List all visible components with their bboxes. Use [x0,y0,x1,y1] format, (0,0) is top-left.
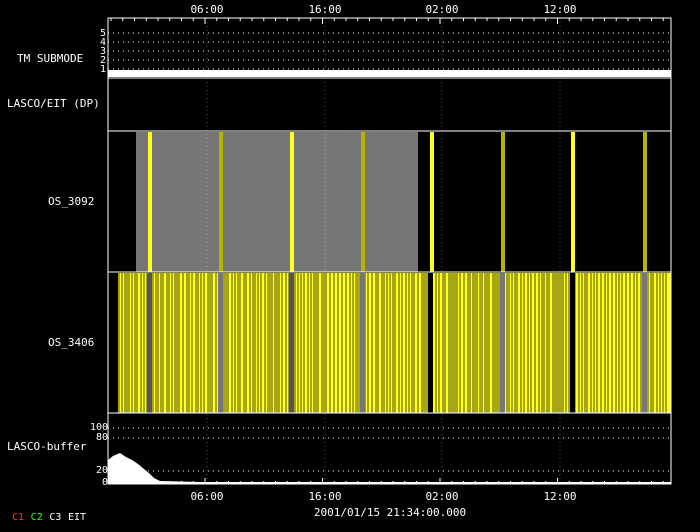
buffer-ytick: 100 [89,422,108,433]
top-tick-label: 02:00 [425,3,459,16]
os3406-marker [642,273,647,413]
plot-frame [107,17,672,485]
os3406-marker [289,273,294,413]
bottom-tick-label: 06:00 [190,490,224,503]
os3406-marker [500,273,505,413]
legend: C1 C2 C3 EIT [12,511,86,524]
tm-submode-label: TM SUBMODE [17,52,84,65]
bottom-tick-label: 02:00 [425,490,459,503]
os-3092-label: OS_3092 [48,195,95,208]
tm-ytick: 3 [99,46,106,57]
legend-c2: C2 [30,512,43,523]
os3092-marker [501,132,505,272]
legend-c3: C3 [49,512,62,523]
os3406-marker [428,273,433,413]
os3092-marker [643,132,647,272]
legend-c1: C1 [12,512,25,523]
top-tick-label: 16:00 [308,3,342,16]
legend-eit: EIT [68,512,87,523]
os3406-marker [360,273,365,413]
os3092-marker [361,132,365,272]
os3092-marker [430,132,434,272]
bottom-tick-label: 12:00 [543,490,577,503]
bottom-tick-label: 16:00 [308,490,342,503]
tm-submode-bar [108,70,671,77]
os3092-marker [571,132,575,272]
top-tick-label: 12:00 [543,3,577,16]
buffer-ytick: 0 [101,477,108,488]
tm-ytick: 2 [99,55,106,66]
os3406-marker [218,273,223,413]
os3092-marker [148,132,152,272]
os-3406-label: OS_3406 [48,336,95,349]
os3092-marker [290,132,294,272]
buffer-ytick: 20 [95,465,108,476]
timestamp-label: 2001/01/15 21:34:00.000 [313,506,467,519]
lasco-buffer-label: LASCO-buffer [7,440,87,453]
os3092-gray-block [136,132,418,272]
os3406-marker [570,273,575,413]
top-tick-label: 06:00 [190,3,224,16]
os3092-marker [219,132,223,272]
buffer-profile [108,453,671,484]
tm-ytick: 1 [99,64,106,75]
lasco-eit-label: LASCO/EIT (DP) [7,97,100,110]
os3406-marker [147,273,152,413]
buffer-ytick: 80 [95,432,108,443]
tm-ytick: 5 [99,28,106,39]
tm-ytick: 4 [99,37,106,48]
